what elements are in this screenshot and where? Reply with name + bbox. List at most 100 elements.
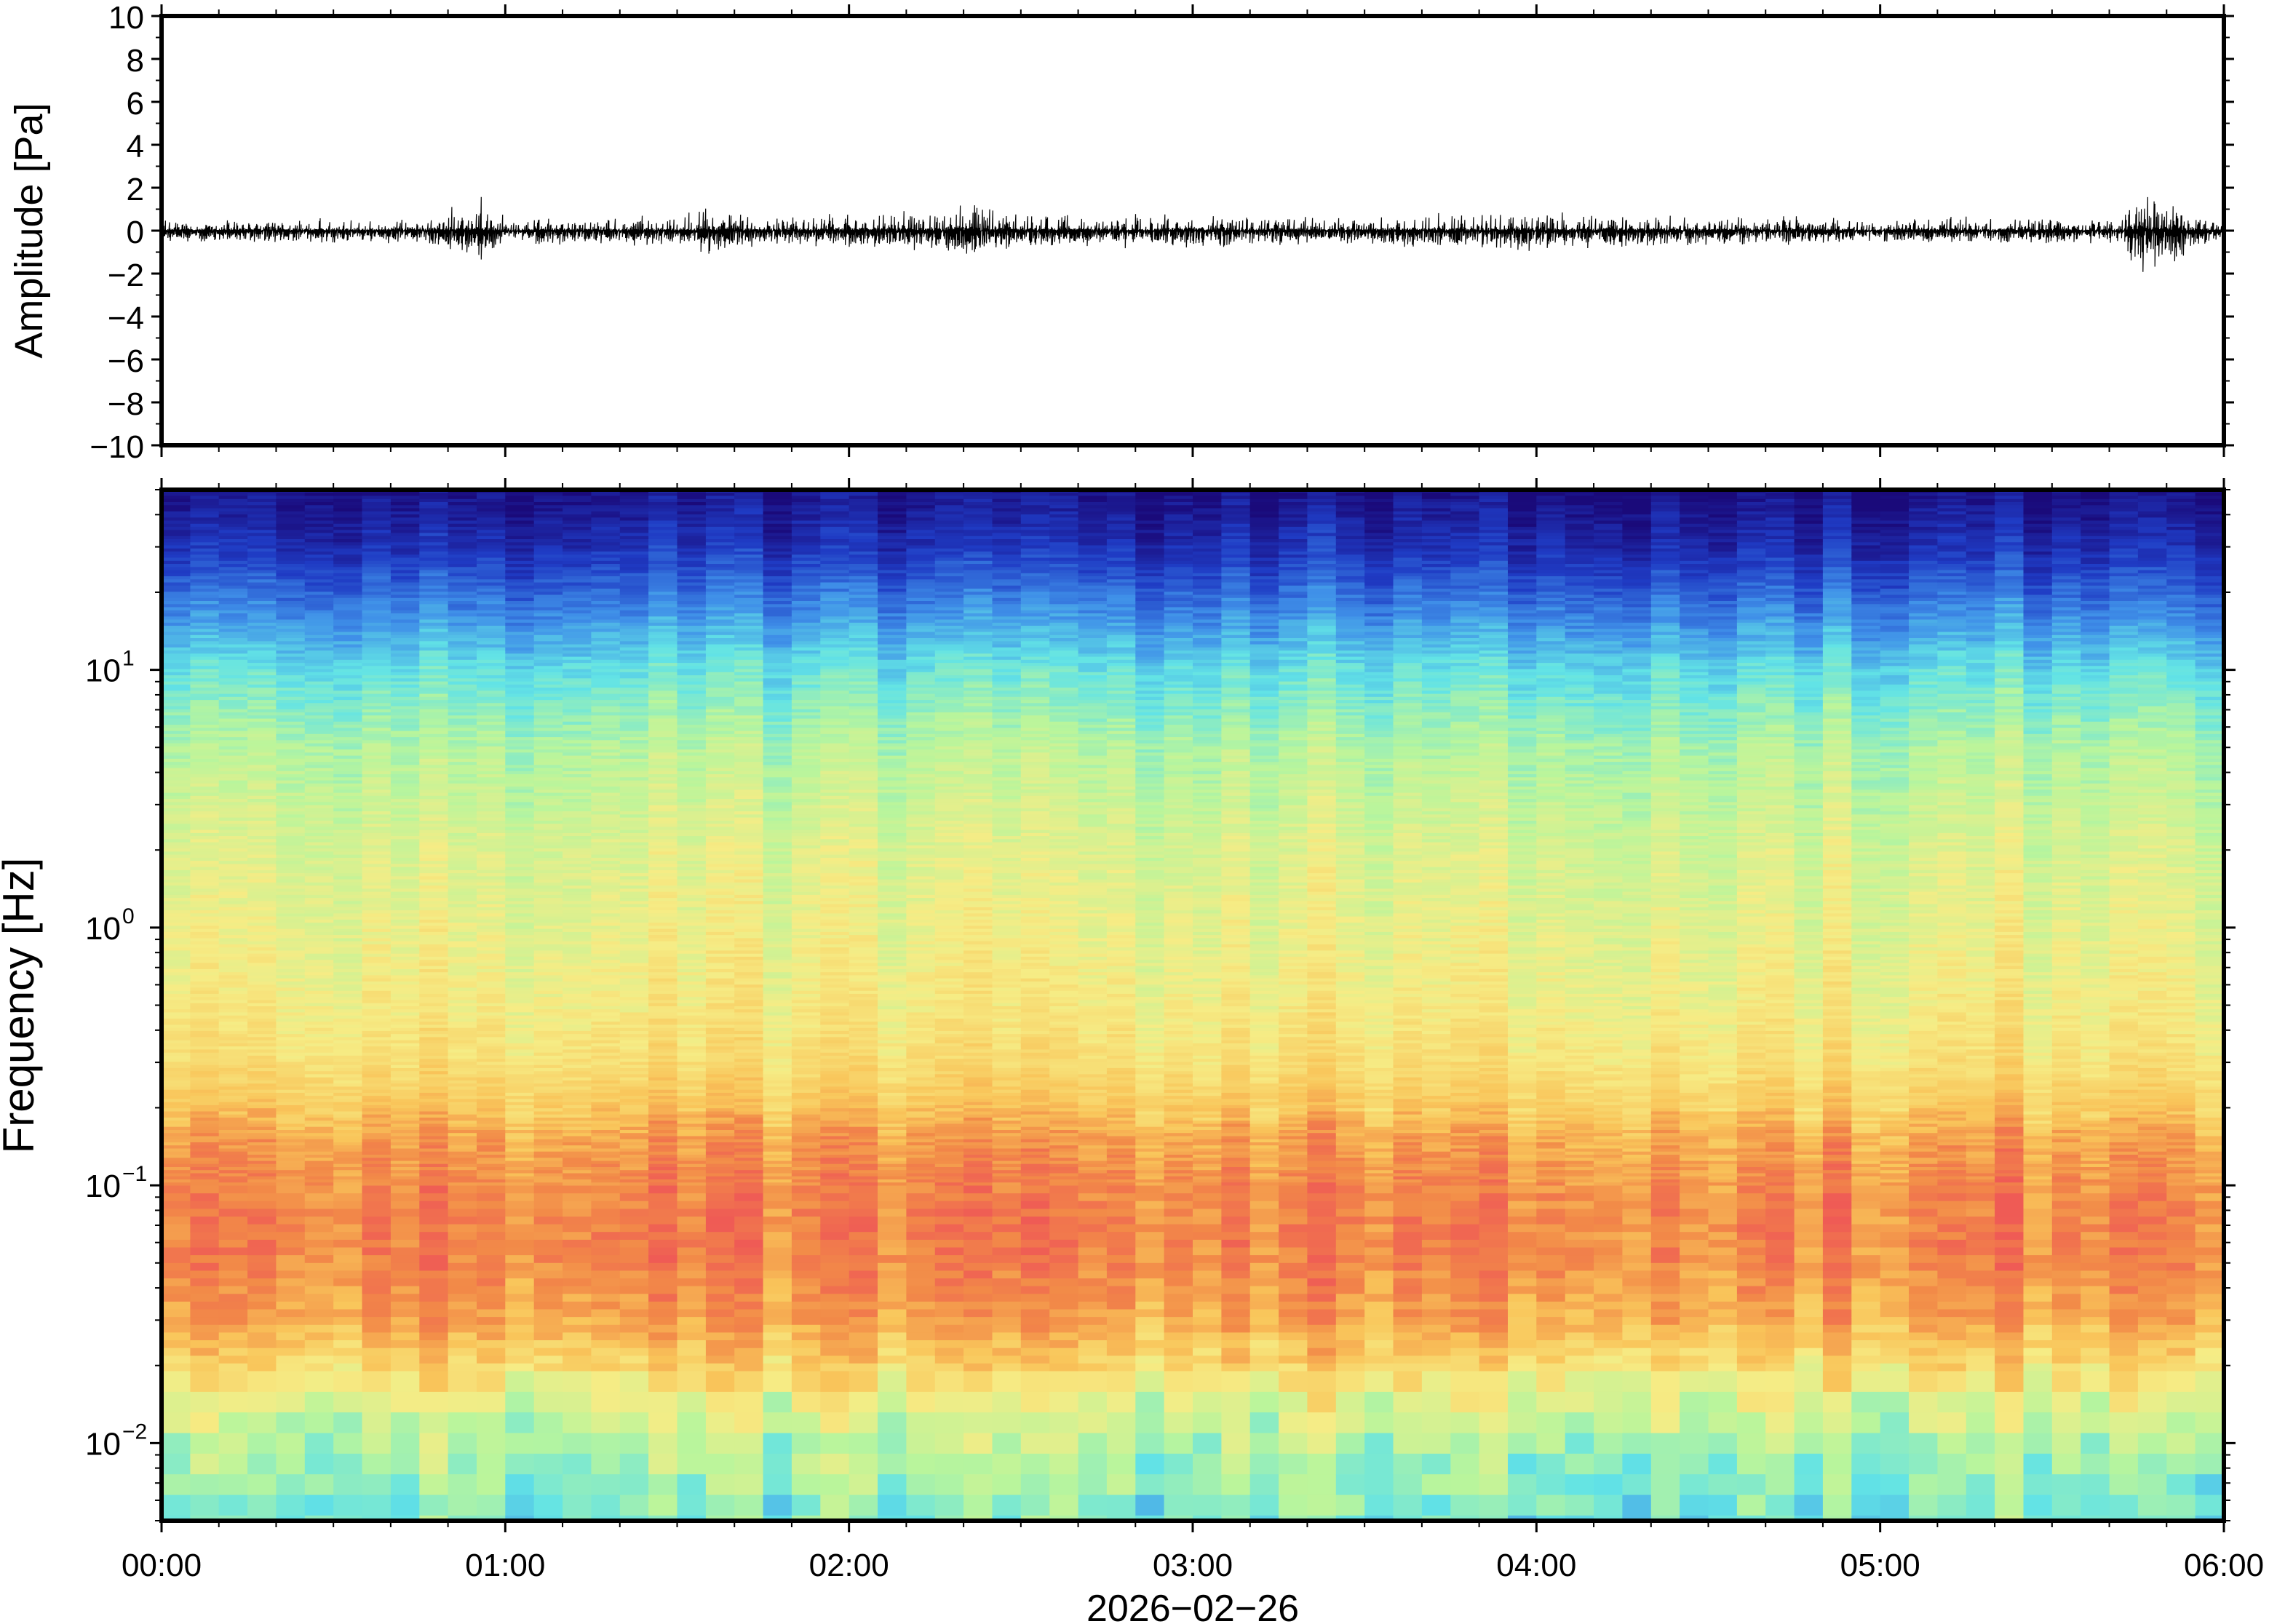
spectrogram-cell xyxy=(448,950,477,955)
spectrogram-cell xyxy=(533,1453,563,1475)
spectrogram-cell xyxy=(448,885,477,889)
spectrogram-cell xyxy=(304,647,334,651)
spectrogram-cell xyxy=(190,1043,220,1047)
spectrogram-cell xyxy=(190,1155,220,1158)
spectrogram-cell xyxy=(563,576,592,580)
spectrogram-cell xyxy=(276,1003,306,1007)
spectrogram-cell xyxy=(563,832,592,837)
spectrogram-cell xyxy=(619,589,649,592)
spectrogram-cell xyxy=(477,755,506,760)
spectrogram-cell xyxy=(619,1077,649,1081)
spectrogram-cell xyxy=(162,638,191,642)
spectrogram-cell xyxy=(362,820,392,824)
spectrogram-cell xyxy=(218,789,248,794)
spectrogram-cell xyxy=(477,505,506,509)
spectrogram-cell xyxy=(390,613,420,617)
spectrogram-cell xyxy=(333,1074,363,1078)
spectrogram-cell xyxy=(390,879,420,883)
spectrogram-cell xyxy=(333,975,363,979)
spectrogram-cell xyxy=(304,659,334,664)
spectrogram-cell xyxy=(677,947,707,951)
spectrogram-cell xyxy=(304,502,334,506)
spectrogram-cell xyxy=(563,1133,592,1137)
spectrogram-cell xyxy=(304,851,334,856)
spectrogram-cell xyxy=(390,1092,420,1096)
spectrogram-cell xyxy=(477,1133,506,1137)
spectrogram-cell xyxy=(190,814,220,819)
spectrogram-cell xyxy=(563,978,592,982)
spectrogram-cell xyxy=(362,799,392,803)
spectrogram-cell xyxy=(533,1163,563,1168)
spectrogram-cell xyxy=(304,990,334,995)
spectrogram-cell xyxy=(218,762,248,765)
spectrogram-cell xyxy=(505,1148,535,1153)
spectrogram-cell xyxy=(619,1262,649,1271)
spectrogram-cell xyxy=(591,592,621,596)
spectrogram-cell xyxy=(591,1148,621,1153)
spectrogram-cell xyxy=(448,1182,477,1187)
spectrogram-cell xyxy=(190,768,220,772)
spectrogram-cell xyxy=(304,731,334,735)
spectrogram-cell xyxy=(533,616,563,621)
spectrogram-cell xyxy=(677,990,707,995)
spectrogram-cell xyxy=(304,560,334,565)
spectrogram-cell xyxy=(333,956,363,960)
spectrogram-cell xyxy=(304,950,334,955)
spectrogram-cell xyxy=(533,907,563,911)
spectrogram-cell xyxy=(477,1286,506,1294)
spectrogram-cell xyxy=(247,653,277,658)
spectrogram-cell xyxy=(333,554,363,559)
spectrogram-cell xyxy=(190,1003,220,1007)
spectrogram-cell xyxy=(362,681,392,685)
spectrogram-cell xyxy=(333,882,363,886)
spectrogram-cell xyxy=(563,762,592,765)
spectrogram-cell xyxy=(648,1012,678,1016)
spectrogram-cell xyxy=(419,783,449,787)
spectrogram-cell xyxy=(333,1309,363,1318)
spectrogram-cell xyxy=(419,709,449,713)
spectrogram-cell xyxy=(247,931,277,936)
spectrogram-cell xyxy=(304,557,334,562)
spectrogram-cell xyxy=(505,861,535,864)
spectrogram-cell xyxy=(390,755,420,760)
spectrogram-cell xyxy=(333,891,363,896)
spectrogram-cell xyxy=(162,768,191,772)
spectrogram-cell xyxy=(448,1059,477,1063)
spectrogram-cell xyxy=(533,814,563,819)
spectrogram-cell xyxy=(591,1201,621,1209)
spectrogram-cell xyxy=(648,650,678,654)
spectrogram-cell xyxy=(648,737,678,741)
spectrogram-cell xyxy=(218,672,248,676)
spectrogram-cell xyxy=(162,907,191,911)
spectrogram-cell xyxy=(419,1012,449,1016)
spectrogram-cell xyxy=(533,808,563,812)
spectrogram-cell xyxy=(162,913,191,918)
spectrogram-cell xyxy=(591,1453,621,1475)
spectrogram-cell xyxy=(333,938,363,942)
spectrogram-cell xyxy=(648,792,678,797)
spectrogram-cell xyxy=(591,894,621,899)
spectrogram-cell xyxy=(419,1255,449,1264)
spectrogram-cell xyxy=(304,641,334,645)
spectrogram-cell xyxy=(190,984,220,989)
spectrogram-cell xyxy=(448,536,477,540)
spectrogram-cell xyxy=(619,1145,649,1150)
spectrogram-cell xyxy=(247,876,277,880)
spectrogram-cell xyxy=(190,656,220,661)
spectrogram-cell xyxy=(362,792,392,797)
spectrogram-cell xyxy=(419,777,449,781)
spectrogram-cell xyxy=(477,752,506,757)
spectrogram-cell xyxy=(390,1064,420,1069)
spectrogram-cell xyxy=(247,582,277,586)
spectrogram-cell xyxy=(162,1009,191,1014)
spectrogram-cell xyxy=(591,752,621,757)
spectrogram-cell xyxy=(190,589,220,592)
spectrogram-cell xyxy=(362,1003,392,1007)
spectrogram-cell xyxy=(304,681,334,685)
spectrogram-cell xyxy=(477,832,506,837)
spectrogram-cell xyxy=(648,539,678,543)
spectrogram-cell xyxy=(533,1052,563,1056)
spectrogram-cell xyxy=(390,817,420,821)
spectrogram-cell xyxy=(190,851,220,856)
spectrogram-cell xyxy=(563,1077,592,1081)
